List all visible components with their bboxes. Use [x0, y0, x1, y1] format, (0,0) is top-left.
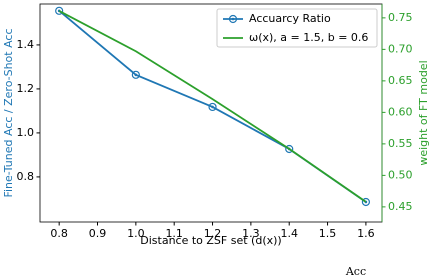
y2-tick-label: 0.75	[388, 11, 413, 24]
y2-tick-label: 0.65	[388, 74, 413, 87]
y2-tick-label: 0.55	[388, 137, 413, 150]
point	[208, 102, 217, 112]
x-tick-label: 1.1	[165, 227, 183, 240]
y2-axis-label: weight of FT model	[417, 60, 430, 165]
x-tick-label: 1.5	[319, 227, 337, 240]
y-axis-label: Fine-Tuned Acc / Zero-Shot Acc	[2, 28, 15, 197]
legend-label: Accuarcy Ratio	[249, 12, 331, 25]
x-tick-label: 1.4	[280, 227, 298, 240]
y-tick-label: 0.8	[17, 170, 35, 183]
point	[55, 6, 64, 15]
series-line	[58, 10, 367, 203]
legend-box	[216, 8, 378, 48]
legend-marker	[228, 14, 238, 24]
y-tick-label: 1.2	[17, 82, 35, 95]
y-tick-label: 1.0	[17, 126, 35, 139]
y2-tick-label: 0.60	[388, 105, 413, 118]
point	[361, 197, 370, 207]
y2-tick-label: 0.50	[388, 168, 413, 181]
x-tick-label: 1.0	[127, 227, 145, 240]
y2-tick-label: 0.45	[388, 200, 413, 213]
y2-tick-label: 0.70	[388, 42, 413, 55]
annotation: Acc	[345, 265, 366, 276]
point	[285, 144, 294, 154]
x-tick-label: 0.9	[89, 227, 107, 240]
legend-label: ω(x), a = 1.5, b = 0.6	[249, 31, 368, 44]
x-tick-label: 1.6	[357, 227, 375, 240]
y-tick-label: 1.4	[17, 38, 35, 51]
x-axis-label: Distance to ZSF set (d(x))	[140, 234, 281, 247]
point-dot	[211, 105, 214, 109]
x-tick-label: 0.8	[50, 227, 68, 240]
x-tick-label: 1.2	[204, 227, 222, 240]
point	[131, 70, 140, 79]
point-dot	[134, 73, 138, 77]
x-tick-label: 1.3	[242, 227, 260, 240]
legend-marker-dot	[231, 17, 235, 21]
